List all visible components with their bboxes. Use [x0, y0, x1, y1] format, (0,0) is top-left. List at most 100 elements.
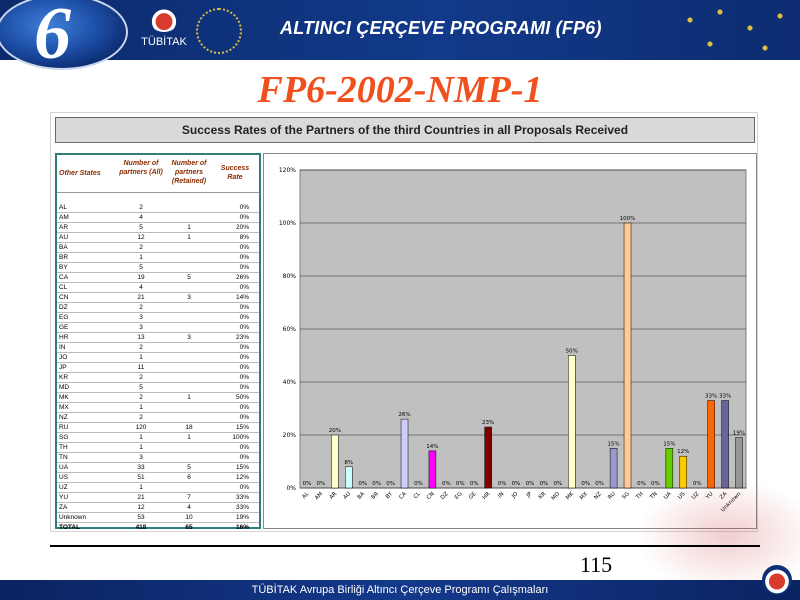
cell-country: YU	[59, 494, 69, 501]
cell-partners-retained: 65	[185, 524, 193, 531]
cell-success-rate: 0%	[239, 284, 249, 291]
table-row: AU 12 1 8%	[57, 233, 259, 243]
table-row: BR 1 0%	[57, 253, 259, 263]
data-label: 20%	[329, 428, 341, 434]
cell-partners-all: 4	[139, 214, 143, 221]
cell-partners-all: 53	[137, 514, 145, 521]
separator-line	[50, 545, 760, 547]
tubitak-emblem-icon	[149, 6, 179, 32]
cell-success-rate: 16%	[235, 524, 249, 531]
cell-partners-retained: 5	[187, 274, 191, 281]
cell-country: CA	[59, 274, 69, 281]
table-row: MK 2 1 50%	[57, 393, 259, 403]
cell-success-rate: 12%	[235, 474, 249, 481]
cell-country: EG	[59, 314, 69, 321]
tubitak-corner-icon	[762, 565, 792, 595]
data-label: 8%	[344, 460, 353, 466]
cell-success-rate: 0%	[239, 414, 249, 421]
cell-partners-all: 5	[139, 264, 143, 271]
cell-success-rate: 0%	[239, 384, 249, 391]
data-label: 0%	[581, 481, 590, 487]
x-tick-label: GE	[468, 491, 478, 501]
cell-country: UZ	[59, 484, 68, 491]
data-label: 0%	[693, 481, 702, 487]
cell-success-rate: 100%	[232, 434, 249, 441]
x-tick-label: BY	[385, 491, 395, 501]
cell-country: AR	[59, 224, 69, 231]
table-row: UZ 1 0%	[57, 483, 259, 493]
cell-partners-all: 1	[139, 484, 143, 491]
tubitak-logo-label: TÜBİTAK	[141, 36, 187, 48]
table-row: IN 2 0%	[57, 343, 259, 353]
cell-partners-all: 3	[139, 454, 143, 461]
slide-title: FP6-2002-NMP-1	[257, 69, 543, 111]
x-tick-label: AL	[301, 491, 311, 501]
table-row: HR 13 3 23%	[57, 333, 259, 343]
cell-partners-all: 1	[139, 354, 143, 361]
cell-country: IN	[59, 344, 66, 351]
cell-country: GE	[59, 324, 69, 331]
data-label: 0%	[358, 481, 367, 487]
x-tick-label: TN	[649, 491, 659, 501]
x-tick-label: CN	[426, 491, 436, 501]
header-success-rate: Success Rate	[220, 165, 250, 181]
data-label: 100%	[620, 216, 636, 222]
cell-partners-retained: 18	[185, 424, 193, 431]
cell-country: UA	[59, 464, 69, 471]
cell-partners-all: 21	[137, 294, 145, 301]
cell-partners-retained: 3	[187, 334, 191, 341]
cell-success-rate: 15%	[235, 464, 249, 471]
table-row: SG 1 1 100%	[57, 433, 259, 443]
table-row: NZ 2 0%	[57, 413, 259, 423]
cell-country: TOTAL	[59, 524, 81, 531]
cell-success-rate: 0%	[239, 454, 249, 461]
cell-partners-retained: 6	[187, 474, 191, 481]
cell-country: MD	[59, 384, 70, 391]
table-row: RU 120 18 15%	[57, 423, 259, 433]
cell-partners-all: 19	[137, 274, 145, 281]
bar	[484, 426, 492, 489]
cell-partners-all: 11	[137, 364, 145, 371]
cell-partners-all: 2	[139, 244, 143, 251]
x-tick-label: CA	[398, 491, 408, 501]
bar	[428, 450, 437, 489]
table-row: CN 21 3 14%	[57, 293, 259, 303]
cell-success-rate: 0%	[239, 444, 249, 451]
x-tick-label: AR	[329, 491, 339, 501]
bar-chart: 0%20%40%60%80%100%120%0%AL0%AM20%AR8%AU0…	[279, 167, 747, 513]
cell-partners-retained: 1	[187, 224, 191, 231]
page-number: 115	[580, 552, 613, 577]
cell-partners-all: 5	[139, 384, 143, 391]
data-label: 50%	[566, 349, 578, 355]
table-row: CA 19 5 26%	[57, 273, 259, 283]
table-row: Unknown 53 10 19%	[57, 513, 259, 523]
cell-country: BR	[59, 254, 69, 261]
table-header: Other States Number of partners (All) Nu…	[57, 155, 259, 193]
x-tick-label: NZ	[593, 491, 603, 501]
x-tick-label: UZ	[691, 491, 701, 501]
y-tick-label: 80%	[283, 273, 297, 280]
x-tick-label: IN	[497, 491, 505, 499]
cell-country: KR	[59, 374, 69, 381]
cell-success-rate: 0%	[239, 484, 249, 491]
y-tick-label: 40%	[283, 379, 297, 386]
cell-country: NZ	[59, 414, 68, 421]
x-tick-label: HR	[482, 491, 492, 501]
cell-country: ZA	[59, 504, 68, 511]
bar	[735, 437, 743, 489]
cell-country: MX	[59, 404, 69, 411]
data-label: 0%	[651, 481, 660, 487]
table-row: BY 5 0%	[57, 263, 259, 273]
bar	[568, 355, 576, 489]
eu-stars-circle-icon	[196, 8, 242, 54]
x-tick-label: YU	[704, 491, 714, 501]
cell-partners-all: 3	[139, 314, 143, 321]
cell-partners-all: 2	[139, 414, 143, 421]
data-label: 0%	[372, 481, 381, 487]
data-label: 0%	[512, 481, 521, 487]
table-row: US 51 6 12%	[57, 473, 259, 483]
data-label: 12%	[677, 449, 689, 455]
fp6-logo: 6	[0, 0, 128, 75]
data-label: 26%	[398, 412, 410, 418]
cell-country: SG	[59, 434, 69, 441]
